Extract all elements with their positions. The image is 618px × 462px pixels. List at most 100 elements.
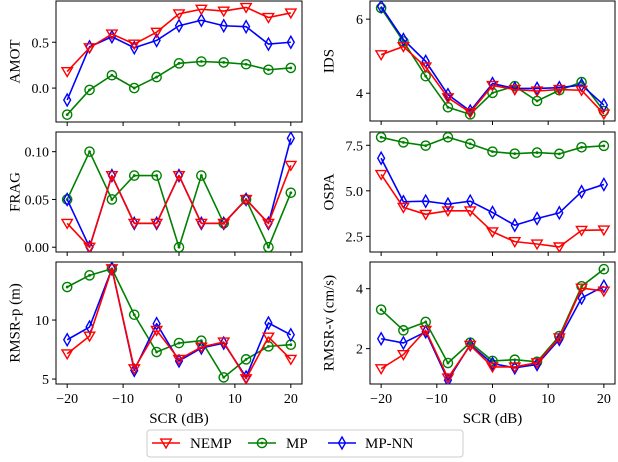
rmsr-p-point-mp [218, 372, 230, 383]
ids-point-mp [442, 101, 454, 113]
frag-line-nemp [66, 165, 292, 249]
rmsr-p-xtick-label: 0 [176, 392, 183, 407]
ospa-series-mp-nn [376, 150, 609, 233]
ospa-point-mp [398, 137, 409, 148]
ospa-ytick-label: 7.5 [346, 139, 364, 154]
ids-point-nemp [441, 93, 455, 104]
frag-point-mp [151, 170, 162, 181]
amot-point-mp [84, 84, 95, 96]
frag-ytick-label: 0.05 [25, 193, 50, 208]
rmsr-p-point-mp [151, 346, 162, 358]
ids-point-mp-nn [376, 1, 386, 14]
ospa-point-mp [464, 138, 476, 150]
ospa-point-mp [487, 146, 498, 157]
ids-point-nemp [530, 86, 544, 98]
ospa-point-mp-nn [577, 184, 586, 200]
rmsr-v-point-mp-nn [376, 331, 386, 347]
amot-point-mp-nn [286, 34, 296, 50]
legend-entry-mp-nn: MP-NN [328, 435, 414, 452]
ospa-point-nemp [419, 209, 433, 221]
rmsr-p-line-nemp [66, 267, 292, 380]
ids-point-mp-nn [399, 32, 408, 47]
rmsr-v-series-nemp [374, 283, 611, 384]
amot-point-nemp [127, 39, 141, 51]
rmsr-p-xtick-label: −10 [112, 392, 134, 407]
rmsr-v-xtick-label: 0 [489, 392, 496, 407]
ids-point-nemp [396, 41, 410, 53]
ids-series-mp [375, 2, 610, 120]
ospa-point-nemp [463, 206, 477, 218]
panel-amot: 0.0 0.5 AMOT [7, 0, 303, 126]
amot-point-mp-nn [264, 36, 273, 52]
rmsr-v-point-nemp [530, 358, 544, 370]
amot-point-mp-nn [62, 92, 72, 108]
ids-point-mp [531, 95, 543, 107]
rmsr-p-point-nemp [194, 342, 208, 354]
rmsr-v-point-nemp [396, 350, 410, 361]
rmsr-v-ytick-label: 2 [356, 343, 363, 358]
ids-ytick-label: 4 [356, 87, 363, 102]
amot-point-mp-nn [152, 32, 161, 48]
amot-point-mp-nn [197, 12, 206, 28]
frag-point-mp [285, 187, 297, 199]
ids-point-mp-nn [443, 87, 453, 103]
rmsr-p-point-nemp [105, 264, 119, 276]
amot-point-nemp [262, 12, 275, 24]
frag-point-mp-nn [62, 192, 72, 207]
amot-point-mp-nn [174, 18, 184, 34]
rmsr-v-point-nemp [575, 283, 589, 295]
rmsr-p-ylabel: RMSR-p (m) [7, 283, 23, 363]
frag-point-mp [173, 241, 185, 252]
ospa-point-nemp [575, 225, 589, 237]
ospa-point-mp [442, 132, 454, 143]
rmsr-p-point-nemp [127, 364, 141, 376]
rmsr-p-point-mp-nn [130, 362, 139, 378]
amot-point-nemp [60, 66, 74, 78]
amot-point-mp [240, 58, 252, 70]
amot-point-nemp [172, 9, 186, 21]
rmsr-p-point-nemp [262, 332, 275, 344]
ospa-point-mp [420, 140, 431, 151]
ospa-point-mp-nn [510, 217, 519, 233]
amot-series-nemp [60, 2, 298, 78]
ids-point-nemp [508, 84, 522, 96]
amot-point-nemp [150, 27, 164, 39]
rmsr-v-ytick-label: 4 [356, 283, 363, 298]
ospa-point-mp [531, 147, 543, 158]
rmsr-p-point-nemp [284, 354, 298, 366]
amot-ytick-label: 0.0 [32, 82, 50, 97]
rmsr-v-xtick-label: 20 [597, 392, 611, 407]
ids-line-mp-nn [380, 6, 605, 112]
rmsr-p-line-mp-nn [66, 267, 292, 378]
ospa-point-nemp [396, 202, 410, 214]
rmsr-v-xtick-label: −20 [370, 392, 392, 407]
amot-line-mp-nn [66, 19, 291, 101]
legend-marker [256, 437, 268, 449]
amot-point-mp-nn [219, 18, 228, 34]
rmsr-p-point-nemp [172, 354, 186, 366]
ids-ylabel: IDS [321, 49, 337, 73]
amot-point-nemp [83, 43, 96, 55]
rmsr-v-line-mp [380, 268, 605, 364]
rmsr-p-point-mp [61, 281, 73, 293]
rmsr-v-xtick-label: −10 [426, 392, 448, 407]
ids-axes-frame [369, 0, 616, 122]
rmsr-v-point-mp-nn [399, 335, 408, 351]
panel-ospa: 2.5 5.0 7.5 OSPA [321, 131, 616, 256]
frag-series-mp-nn [62, 132, 296, 252]
rmsr-p-point-mp [240, 354, 252, 365]
frag-point-nemp [105, 170, 119, 182]
ospa-point-nemp [508, 237, 522, 248]
rmsr-v-point-mp [375, 304, 387, 315]
legend-marker [159, 438, 173, 450]
ospa-point-mp-nn [599, 177, 609, 192]
ospa-point-mp-nn [532, 211, 542, 226]
ids-point-nemp [575, 85, 589, 97]
rmsr-p-ytick-label: 5 [42, 373, 49, 388]
amot-point-mp [173, 58, 185, 69]
rmsr-p-point-mp [128, 309, 140, 321]
rmsr-v-line-nemp [380, 287, 604, 379]
rmsr-p-point-mp-nn [264, 315, 273, 331]
